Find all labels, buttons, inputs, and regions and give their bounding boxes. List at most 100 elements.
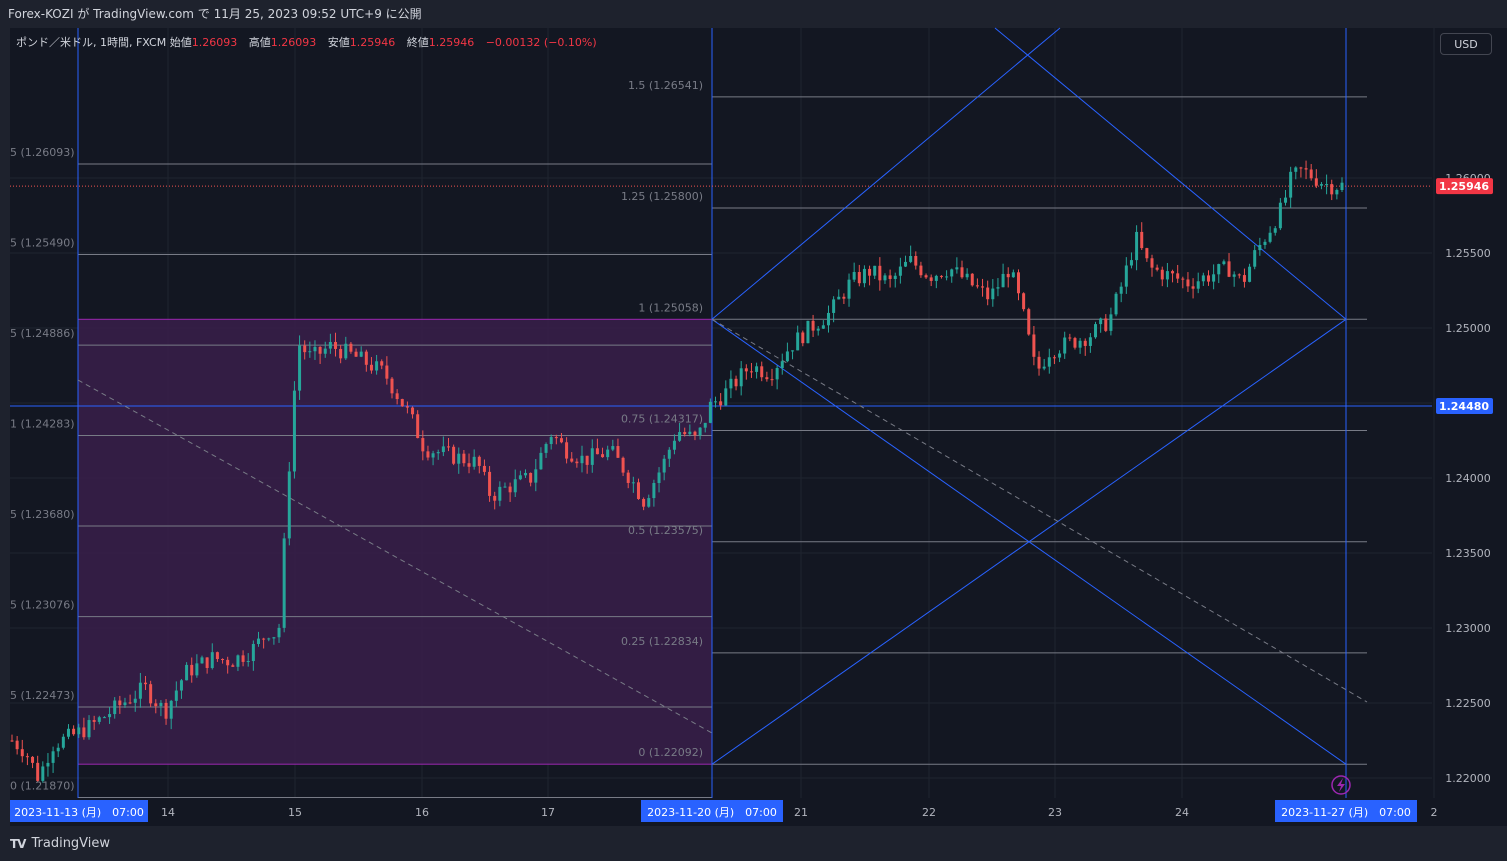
candle-body: [785, 351, 789, 362]
candle-body: [1181, 278, 1185, 280]
candle-body: [667, 449, 671, 459]
currency-button[interactable]: USD: [1440, 33, 1492, 55]
candle-body: [996, 287, 1000, 289]
candle-body: [934, 275, 938, 281]
candle-body: [1037, 356, 1041, 369]
candle-body: [1222, 261, 1226, 265]
candle-body: [1294, 167, 1298, 172]
open-label: 始値: [169, 36, 192, 49]
candle-body: [1212, 274, 1216, 282]
candle-body: [36, 762, 40, 781]
date-highlight-bg-0: [10, 800, 148, 822]
candle-body: [493, 495, 497, 501]
candle-body: [328, 341, 332, 349]
date-highlight-label-0: 2023-11-13 (月) 07:00: [14, 806, 144, 819]
candle-body: [20, 749, 24, 757]
fib-right-label-0: 1.5 (1.26541): [628, 79, 703, 92]
tradingview-logo[interactable]: TV TradingView: [10, 836, 110, 851]
candle-body: [97, 717, 101, 722]
candle-body: [1104, 318, 1108, 331]
close-value: 1.25946: [428, 36, 475, 49]
candle-body: [780, 361, 784, 369]
y-tick-label-8: 1.22000: [1445, 772, 1491, 785]
candle-body: [559, 438, 563, 443]
candle-body: [149, 684, 153, 704]
candle-body: [1176, 273, 1180, 279]
candle-body: [636, 482, 640, 499]
candle-body: [1011, 272, 1015, 278]
candle-body: [708, 401, 712, 423]
candle-body: [739, 368, 743, 387]
candle-body: [729, 378, 733, 389]
candle-body: [251, 643, 255, 662]
candle-body: [955, 267, 959, 270]
candle-body: [847, 279, 851, 299]
y-tick-label-7: 1.22500: [1445, 697, 1491, 710]
close-label: 終値: [406, 36, 429, 49]
candle-body: [1309, 169, 1313, 179]
current-price-tag-bg: [1436, 178, 1493, 195]
candle-body: [698, 427, 702, 436]
fib-band-rect: [77, 318, 713, 765]
publish-header: Forex-KOZI が TradingView.com で 11月 25, 2…: [0, 0, 1507, 28]
candle-body: [133, 698, 137, 703]
candle-body: [364, 351, 368, 365]
candle-body: [950, 269, 954, 277]
candle-body: [991, 288, 995, 300]
candle-body: [1201, 275, 1205, 282]
candle-body: [108, 714, 112, 718]
candle-body: [534, 469, 538, 483]
candle-body: [421, 438, 425, 452]
candle-body: [914, 256, 918, 266]
fib-right-label-3: 0.75 (1.24317): [621, 412, 703, 425]
candle-body: [837, 296, 841, 300]
candle-body: [791, 350, 795, 352]
current-price-tag: 1.25946: [1439, 180, 1489, 193]
candle-body: [575, 461, 579, 464]
candle-body: [174, 690, 178, 701]
candle-body: [87, 720, 91, 738]
candle-body: [472, 456, 476, 467]
candle-body: [595, 448, 599, 455]
candle-body: [1124, 265, 1128, 287]
candle-body: [1058, 353, 1062, 358]
candle-body: [1289, 171, 1293, 198]
fib-left-label-5: 5 (1.23076): [10, 599, 75, 612]
candle-body: [760, 366, 764, 378]
projection-dashed-left: [77, 379, 713, 734]
candle-body: [975, 285, 979, 287]
candle-body: [657, 472, 661, 484]
candle-body: [688, 431, 692, 435]
candle-body: [457, 453, 461, 464]
symbol-info-bar: ポンド／米ドル, 1時間, FXCM 始値1.26093 高値1.26093 安…: [16, 34, 605, 50]
candle-body: [221, 658, 225, 660]
candle-body: [411, 407, 415, 415]
candle-body: [652, 483, 656, 499]
candle-body: [662, 458, 666, 473]
candle-body: [1078, 340, 1082, 348]
candle-body: [524, 472, 528, 476]
low-label: 安値: [327, 36, 350, 49]
candle-body: [272, 637, 276, 639]
candle-body: [893, 275, 897, 279]
fib-band: [77, 318, 713, 765]
candle-body: [323, 348, 327, 354]
candle-body: [1160, 269, 1164, 280]
candle-body: [164, 702, 168, 719]
publish-title: Forex-KOZI が TradingView.com で 11月 25, 2…: [8, 7, 422, 21]
open-value: 1.26093: [191, 36, 238, 49]
candle-body: [734, 378, 738, 387]
x-tick-label-3: 17: [541, 806, 555, 819]
date-highlight-bg-2: [1275, 800, 1417, 822]
trend-drawings: [10, 27, 1432, 798]
candle-body: [1001, 273, 1005, 288]
candle-body: [169, 700, 173, 719]
candle-body: [986, 287, 990, 300]
candle-body: [765, 377, 769, 380]
candle-body: [1284, 197, 1288, 203]
candle-body: [61, 736, 65, 748]
candle-body: [1094, 324, 1098, 338]
candle-body: [1016, 272, 1020, 294]
symbol-name[interactable]: ポンド／米ドル, 1時間, FXCM: [16, 36, 167, 49]
